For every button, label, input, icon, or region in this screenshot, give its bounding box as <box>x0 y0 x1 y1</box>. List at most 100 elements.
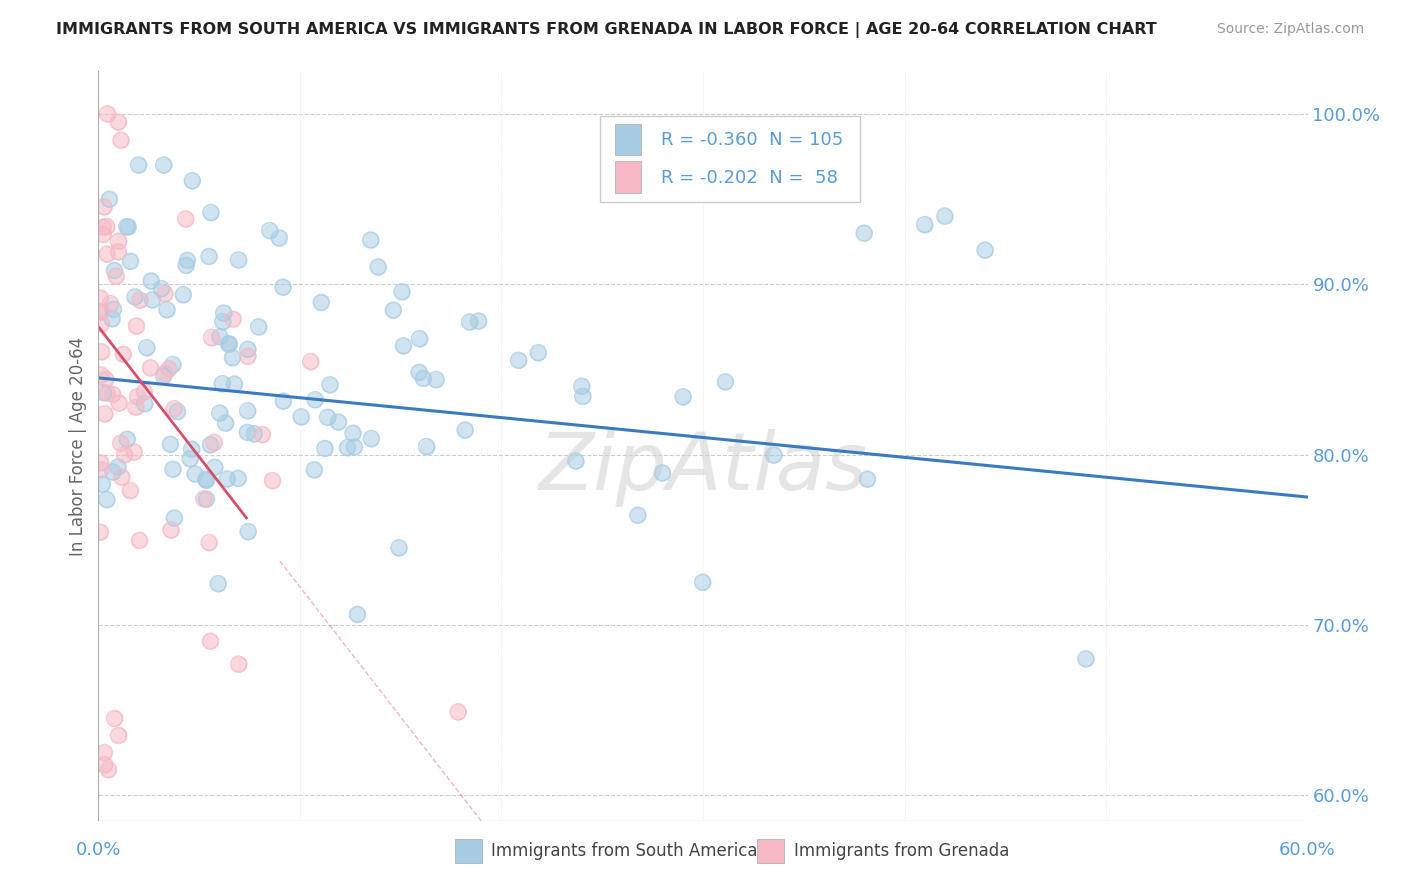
Text: 60.0%: 60.0% <box>1279 841 1336 859</box>
Point <box>115 219 138 234</box>
Point <box>193 491 215 506</box>
Point <box>90 463 112 477</box>
Point <box>212 306 235 320</box>
Point <box>96 219 118 234</box>
Point <box>262 474 284 488</box>
Point <box>127 390 149 404</box>
Point <box>200 634 222 648</box>
Point <box>111 470 134 484</box>
Point <box>90 344 112 359</box>
Point <box>134 384 156 399</box>
Point <box>107 115 129 129</box>
Point <box>152 158 174 172</box>
Point <box>157 361 180 376</box>
Point <box>316 410 339 425</box>
Point <box>152 158 174 172</box>
Point <box>172 287 194 301</box>
Point <box>193 491 215 506</box>
Point <box>172 287 194 301</box>
Point <box>101 311 124 326</box>
Point <box>96 107 118 121</box>
Text: 0.0%: 0.0% <box>76 841 121 859</box>
Point <box>96 247 118 261</box>
FancyBboxPatch shape <box>600 116 860 202</box>
Point <box>93 385 115 400</box>
Point <box>299 354 322 368</box>
Point <box>105 269 128 284</box>
Point <box>527 345 550 359</box>
Point <box>316 410 339 425</box>
Point <box>217 472 239 486</box>
Point <box>304 463 326 477</box>
Point <box>195 492 218 507</box>
Point <box>129 293 152 308</box>
Point <box>93 385 115 400</box>
Point <box>159 437 181 451</box>
Point <box>198 535 221 549</box>
Point <box>224 377 246 392</box>
Point <box>108 396 131 410</box>
Point <box>290 409 312 424</box>
Point <box>425 373 447 387</box>
Point <box>91 227 114 242</box>
Point <box>94 407 117 421</box>
Point <box>224 377 246 392</box>
Point <box>122 445 145 459</box>
Bar <box>758 839 785 863</box>
Point <box>176 253 198 268</box>
Point <box>271 280 294 294</box>
Point <box>180 442 202 457</box>
Point <box>101 387 124 401</box>
Point <box>314 442 336 456</box>
Point <box>238 524 260 539</box>
Point <box>412 371 434 385</box>
Point <box>236 425 259 440</box>
Point <box>90 304 112 318</box>
Point <box>96 247 118 261</box>
Point <box>762 448 785 462</box>
Point <box>388 541 411 555</box>
Point <box>259 223 281 237</box>
Point <box>134 397 156 411</box>
Point <box>91 227 114 242</box>
Point <box>236 343 259 357</box>
Point <box>125 400 148 414</box>
Point <box>228 657 250 672</box>
Point <box>163 511 186 525</box>
Point <box>96 386 118 401</box>
Point <box>91 477 114 491</box>
Point <box>236 349 259 363</box>
Point <box>204 460 226 475</box>
Point <box>415 440 437 454</box>
Point <box>162 358 184 372</box>
Point <box>208 330 231 344</box>
Point <box>90 344 112 359</box>
Point <box>319 377 342 392</box>
Point <box>319 377 342 392</box>
Point <box>221 351 243 365</box>
Point <box>228 252 250 267</box>
Point <box>128 533 150 548</box>
Point <box>382 303 405 318</box>
Point <box>174 212 197 227</box>
Point <box>184 467 207 481</box>
Point <box>221 351 243 365</box>
Point <box>198 249 221 263</box>
Point <box>152 369 174 384</box>
Point <box>211 376 233 391</box>
Point <box>853 226 876 240</box>
Point <box>236 343 259 357</box>
Point <box>90 368 112 382</box>
Point <box>447 705 470 719</box>
Point <box>415 440 437 454</box>
Point <box>89 525 111 540</box>
Text: R = -0.202  N =  58: R = -0.202 N = 58 <box>661 169 838 186</box>
Point <box>166 404 188 418</box>
Point <box>103 263 125 277</box>
Point <box>107 234 129 248</box>
Point <box>93 757 115 772</box>
Point <box>408 332 430 346</box>
Point <box>89 291 111 305</box>
Point <box>141 293 163 307</box>
Point <box>120 483 142 498</box>
